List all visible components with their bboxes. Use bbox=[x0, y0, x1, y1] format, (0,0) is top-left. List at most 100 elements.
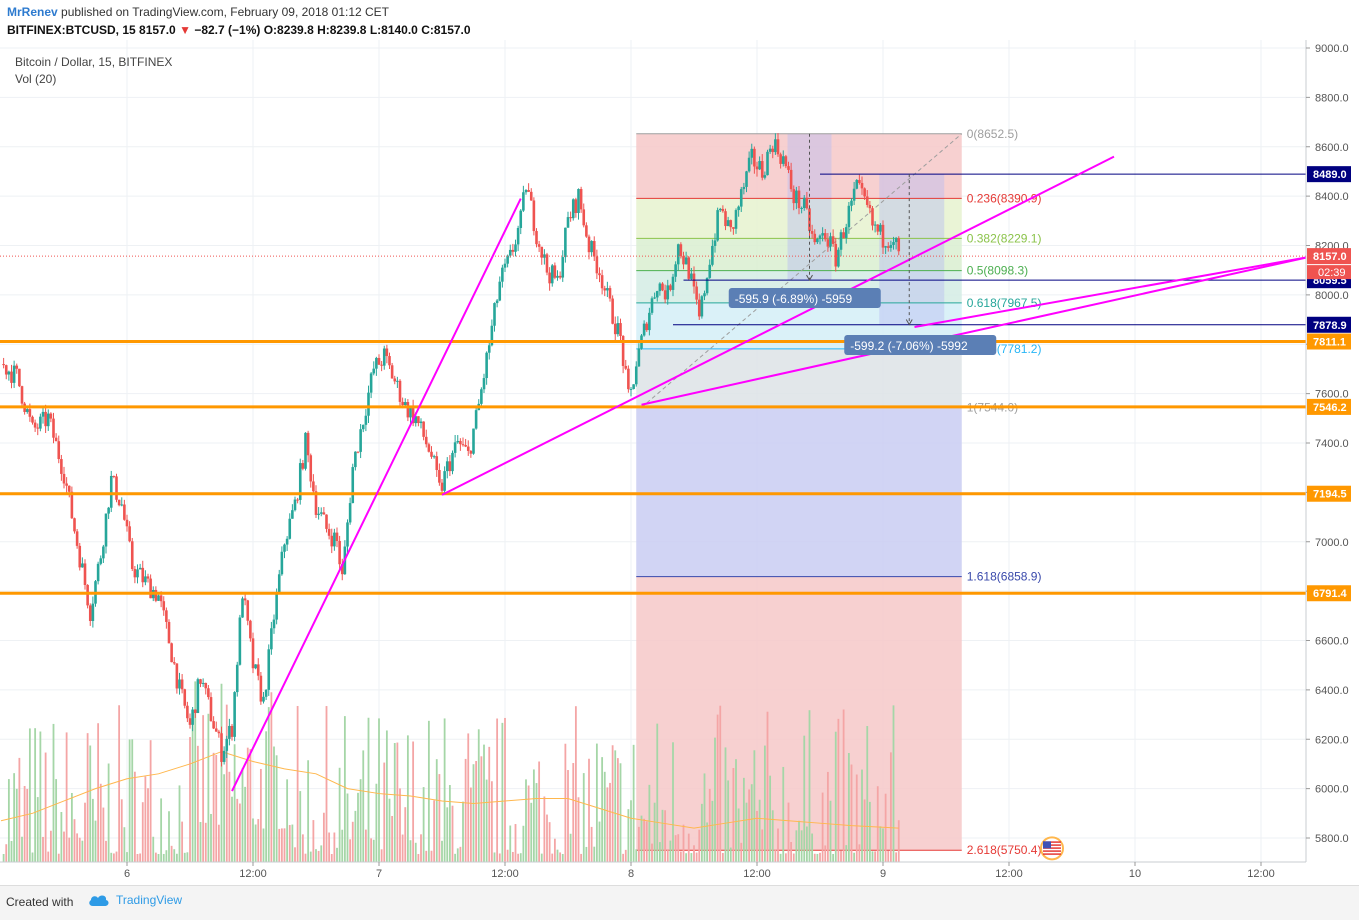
created-with-label: Created with bbox=[6, 895, 74, 909]
candle-body bbox=[46, 413, 50, 427]
volume-bar bbox=[614, 750, 617, 862]
candle-body bbox=[401, 401, 404, 406]
candle-body bbox=[414, 416, 418, 424]
support-price-tag: 6791.4 bbox=[1313, 588, 1348, 600]
volume-bar bbox=[194, 681, 197, 862]
volume-bar bbox=[879, 826, 882, 862]
candle-body bbox=[293, 499, 297, 511]
candle-body bbox=[172, 662, 176, 664]
volume-bar bbox=[215, 755, 218, 862]
volume-bar bbox=[99, 783, 102, 862]
candle-body bbox=[745, 171, 748, 187]
volume-bar bbox=[23, 785, 26, 862]
candle-body bbox=[60, 459, 63, 474]
volume-bar bbox=[693, 845, 695, 862]
chart-area[interactable]: 0(8652.5) 0.236(8390.9) 0.382(8229.1) 0.5(8… bbox=[0, 40, 1359, 885]
volume-bar bbox=[31, 852, 34, 862]
volume-bar bbox=[574, 706, 577, 862]
candle-body bbox=[600, 275, 604, 289]
candle-body bbox=[697, 299, 701, 317]
volume-bar bbox=[861, 769, 863, 862]
candle-body bbox=[713, 240, 717, 246]
trendline bbox=[914, 256, 1309, 328]
price-chart[interactable]: 0(8652.5)0.236(8390.9)0.382(8229.1)0.5(8… bbox=[0, 40, 1359, 885]
volume-bar bbox=[246, 747, 249, 862]
candle-body bbox=[228, 725, 231, 739]
candle-body bbox=[427, 444, 431, 452]
volume-bar bbox=[490, 781, 493, 862]
volume-bar bbox=[68, 837, 71, 862]
candle-body bbox=[571, 199, 575, 219]
candle-body bbox=[661, 283, 664, 291]
volume-bars bbox=[2, 681, 900, 862]
candle-body bbox=[419, 421, 423, 424]
candle-body bbox=[81, 563, 84, 568]
fib-level-label: 1.618(6858.9) bbox=[967, 570, 1042, 584]
candle-body bbox=[78, 545, 82, 568]
candle-body bbox=[272, 619, 276, 629]
volume-bar bbox=[141, 802, 144, 862]
candle-body bbox=[863, 188, 866, 197]
volume-bar bbox=[748, 789, 751, 862]
volume-bar bbox=[346, 793, 349, 862]
candle-body bbox=[57, 441, 61, 460]
high-value: H:8239.8 bbox=[317, 23, 367, 37]
volume-bar bbox=[270, 692, 273, 862]
current-price-tag: 8157.0 bbox=[1313, 251, 1347, 263]
time-axis-label: 10 bbox=[1129, 868, 1141, 880]
volume-bar bbox=[414, 842, 417, 862]
candle-body bbox=[125, 519, 129, 527]
candle-body bbox=[810, 231, 814, 234]
volume-bar bbox=[231, 796, 233, 862]
volume-bar bbox=[477, 729, 480, 862]
volume-bar bbox=[238, 803, 241, 862]
volume-bar bbox=[241, 768, 244, 862]
volume-bar bbox=[265, 731, 268, 862]
fib-level-label: 2.618(5750.4) bbox=[967, 843, 1042, 857]
candle-body bbox=[277, 574, 281, 593]
candle-body bbox=[364, 415, 368, 425]
candle-body bbox=[480, 389, 483, 404]
candle-body bbox=[157, 595, 160, 601]
volume-bar bbox=[278, 828, 281, 862]
volume-bar bbox=[57, 853, 60, 862]
support-price-tag-bg bbox=[1307, 585, 1351, 602]
volume-bar bbox=[651, 843, 653, 862]
volume-bar bbox=[887, 850, 890, 862]
volume-bar bbox=[409, 840, 412, 862]
volume-bar bbox=[813, 853, 816, 862]
volume-bar bbox=[669, 840, 672, 862]
candle-body bbox=[598, 273, 601, 276]
candle-body bbox=[711, 245, 714, 265]
volume-bar bbox=[273, 746, 275, 862]
fib-zone bbox=[636, 407, 962, 577]
volume-bar bbox=[259, 768, 262, 862]
candle-body bbox=[485, 352, 488, 379]
volume-bar bbox=[519, 853, 522, 862]
volume-bar bbox=[112, 853, 115, 862]
candle-body bbox=[209, 697, 213, 722]
candle-body bbox=[545, 254, 549, 273]
candle-body bbox=[107, 507, 110, 514]
volume-bar bbox=[595, 743, 598, 862]
volume-bar bbox=[506, 849, 509, 862]
candle-body bbox=[684, 257, 688, 265]
down-arrow-icon: ▼ bbox=[179, 23, 191, 37]
candle-body bbox=[543, 254, 546, 258]
candle-body bbox=[354, 451, 357, 468]
candle-body bbox=[91, 603, 95, 621]
volume-bar bbox=[451, 805, 454, 862]
candle-body bbox=[322, 512, 326, 515]
tradingview-logo[interactable]: TradingView bbox=[88, 893, 182, 907]
volume-bar bbox=[845, 845, 848, 862]
candle-body bbox=[361, 424, 365, 430]
volume-bar bbox=[34, 728, 37, 862]
candle-body bbox=[456, 440, 460, 443]
author-name[interactable]: MrRenev bbox=[7, 5, 58, 19]
candle-body bbox=[816, 238, 819, 243]
published-text: published on TradingView.com, February 0… bbox=[61, 5, 390, 19]
volume-bar bbox=[840, 850, 842, 862]
volume-bar bbox=[21, 836, 23, 862]
volume-bar bbox=[824, 845, 827, 862]
volume-bar bbox=[283, 828, 286, 862]
